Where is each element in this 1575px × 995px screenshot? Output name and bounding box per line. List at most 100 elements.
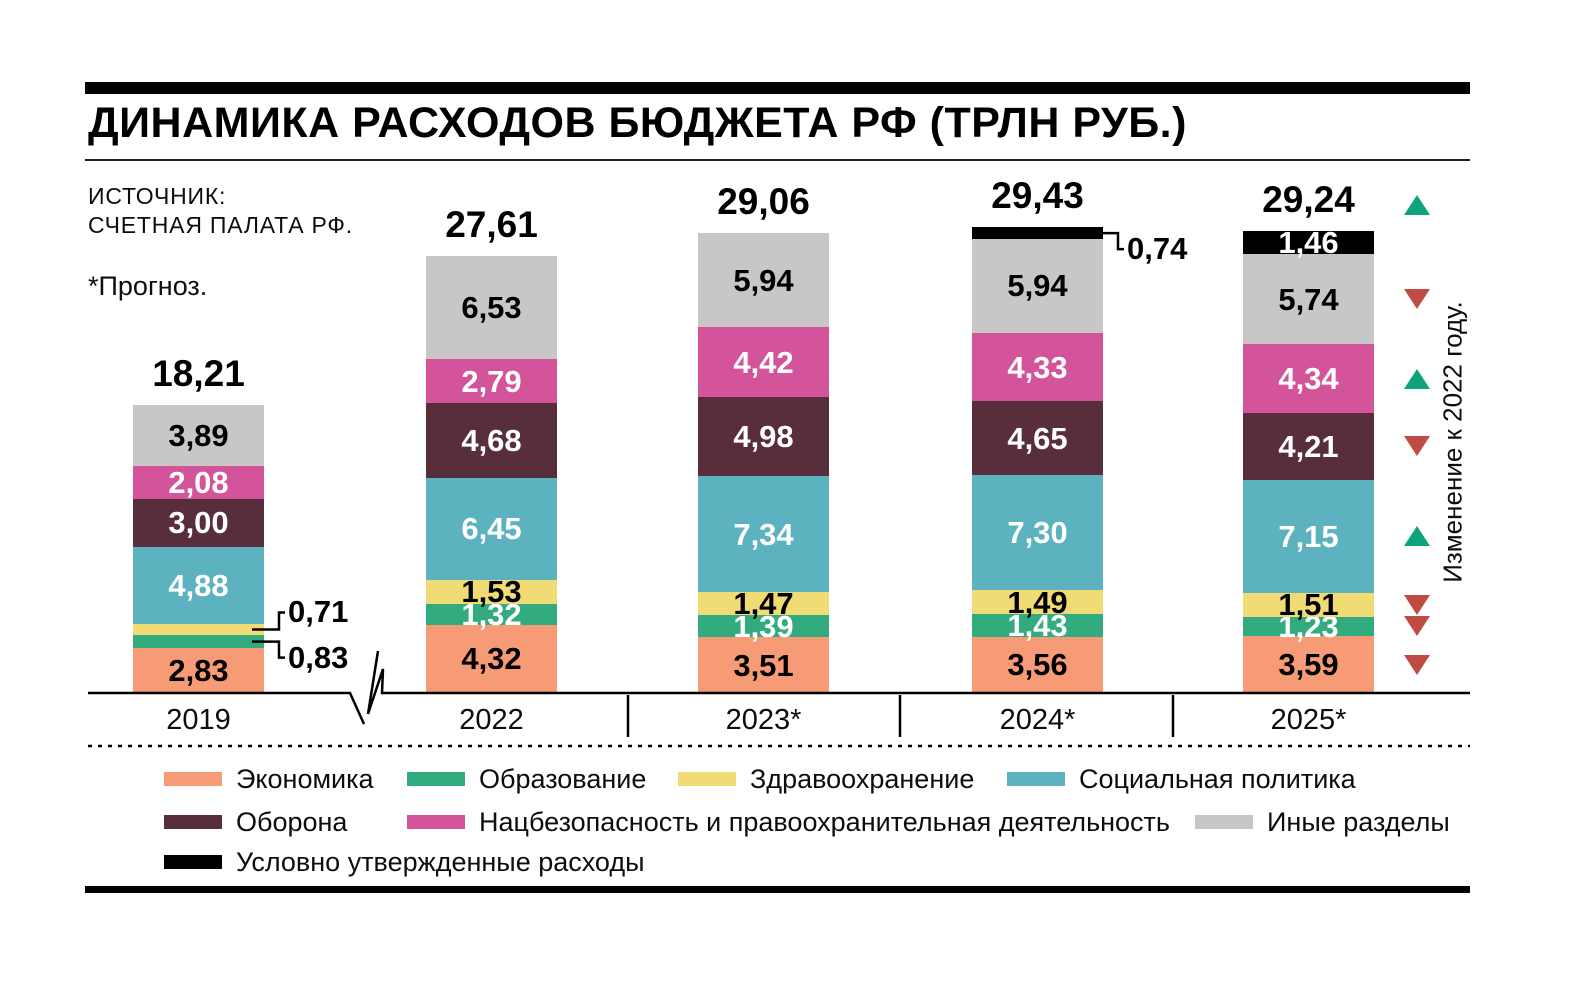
page-title: ДИНАМИКА РАСХОДОВ БЮДЖЕТА РФ (ТРЛН РУБ.) xyxy=(88,99,1187,147)
bar-segment-other: 3,89 xyxy=(133,404,264,467)
source-note: ИСТОЧНИК: СЧЕТНАЯ ПАЛАТА РФ. xyxy=(88,182,353,240)
bar-segment-social: 6,45 xyxy=(426,477,557,580)
bar-segment-health: 1,47 xyxy=(698,588,829,619)
legend-item-health: Здравоохранение xyxy=(678,764,974,794)
segment-value-label: 4,65 xyxy=(1007,420,1068,456)
bar-segment-natsec: 4,42 xyxy=(698,327,829,398)
change-marker-total-up-triangle-icon xyxy=(1404,195,1430,215)
segment-value-label: 2,83 xyxy=(168,653,229,689)
segment-value-label: 2,08 xyxy=(168,465,229,501)
change-marker-social-up-triangle-icon xyxy=(1404,526,1430,547)
segment-value-label: 1,39 xyxy=(733,608,794,644)
bar-segment-education xyxy=(133,635,264,649)
bar-segment-natsec: 4,34 xyxy=(1243,344,1374,414)
legend-label: Оборона xyxy=(236,806,348,837)
callout-value-label: 0,83 xyxy=(288,639,349,675)
segment-value-label: 4,68 xyxy=(461,423,522,458)
segment-value-label: 4,98 xyxy=(733,419,794,455)
legend-label: Нацбезопасность и правоохранительная дея… xyxy=(479,806,1170,837)
bar-segment-defense: 4,21 xyxy=(1243,413,1374,480)
legend-swatch-conditional xyxy=(164,855,222,869)
legend-swatch-social xyxy=(1007,772,1065,786)
forecast-footnote: *Прогноз. xyxy=(88,271,208,301)
legend-item-economy: Экономика xyxy=(164,764,374,794)
legend-label: Экономика xyxy=(236,763,374,794)
segment-value-label: 3,00 xyxy=(168,505,229,541)
segment-value-label: 4,33 xyxy=(1007,349,1068,385)
legend-item-defense: Оборона xyxy=(164,807,347,837)
legend-item-social: Социальная политика xyxy=(1007,764,1356,794)
segment-value-label: 1,53 xyxy=(461,574,522,610)
bar-segment-social: 4,88 xyxy=(133,546,264,624)
callout-value-label: 0,74 xyxy=(1127,231,1188,267)
bar-segment-other: 5,94 xyxy=(972,238,1103,333)
legend-swatch-economy xyxy=(164,772,222,786)
legend-label: Образование xyxy=(479,763,647,794)
bar-total-label: 27,61 xyxy=(445,204,538,246)
segment-value-label: 1,51 xyxy=(1278,587,1339,623)
bar-segment-social: 7,30 xyxy=(972,475,1103,591)
legend-label: Условно утвержденные расходы xyxy=(236,846,645,877)
bar-segment-conditional xyxy=(972,227,1103,239)
bar-total-label: 29,43 xyxy=(991,175,1084,217)
legend-swatch-natsec xyxy=(407,815,465,829)
legend-label: Иные разделы xyxy=(1267,806,1450,837)
bar-segment-social: 7,34 xyxy=(698,476,829,593)
segment-value-label: 6,45 xyxy=(461,511,522,547)
bar-segment-conditional: 1,46 xyxy=(1243,227,1374,258)
segment-value-label: 5,74 xyxy=(1278,281,1339,317)
source-line-1: ИСТОЧНИК: xyxy=(88,183,227,209)
bar-segment-defense: 3,00 xyxy=(133,499,264,547)
bar-segment-defense: 4,98 xyxy=(698,397,829,477)
segment-value-label: 1,46 xyxy=(1278,224,1339,260)
title-underline-rule xyxy=(85,159,1470,161)
bar-segment-education: 1,39 xyxy=(698,611,829,642)
segment-value-label: 1,43 xyxy=(1007,607,1068,643)
segment-value-label: 7,34 xyxy=(733,516,794,552)
change-marker-other-down-triangle-icon xyxy=(1404,289,1430,310)
bar-segment-education: 1,43 xyxy=(972,610,1103,641)
bar-segment-other: 5,74 xyxy=(1243,253,1374,345)
change-marker-natsec-up-triangle-icon xyxy=(1404,368,1430,389)
segment-value-label: 4,34 xyxy=(1278,361,1339,397)
segment-value-label: 1,47 xyxy=(733,586,794,622)
bar-segment-other: 5,94 xyxy=(698,233,829,328)
segment-value-label: 7,15 xyxy=(1278,518,1339,554)
segment-value-label: 4,21 xyxy=(1278,428,1339,464)
bar-segment-natsec: 2,08 xyxy=(133,465,264,501)
segment-value-label: 4,42 xyxy=(733,344,794,380)
segment-value-label: 7,30 xyxy=(1007,515,1068,551)
top-rule xyxy=(85,82,1470,94)
bar-segment-natsec: 4,33 xyxy=(972,332,1103,402)
bar-total-label: 18,21 xyxy=(152,352,245,394)
bar-segment-defense: 4,68 xyxy=(426,403,557,478)
segment-value-label: 2,79 xyxy=(461,363,522,399)
change-marker-defense-down-triangle-icon xyxy=(1404,436,1430,457)
segment-value-label: 5,94 xyxy=(1007,268,1068,304)
bar-segment-other: 6,53 xyxy=(426,256,557,360)
bar-segment-health: 1,51 xyxy=(1243,589,1374,620)
legend-item-natsec: Нацбезопасность и правоохранительная дея… xyxy=(407,807,1170,837)
segment-value-label: 1,49 xyxy=(1007,584,1068,620)
source-line-2: СЧЕТНАЯ ПАЛАТА РФ. xyxy=(88,212,353,238)
segment-value-label: 1,32 xyxy=(461,596,522,632)
legend-label: Социальная политика xyxy=(1079,763,1356,794)
change-marker-education-down-triangle-icon xyxy=(1404,616,1430,637)
bar-segment-health: 1,53 xyxy=(426,576,557,607)
segment-value-label: 4,88 xyxy=(168,567,229,603)
bar-segment-social: 7,15 xyxy=(1243,479,1374,593)
bar-total-label: 29,06 xyxy=(717,181,810,223)
bar-segment-defense: 4,65 xyxy=(972,401,1103,475)
bar-total-label: 29,24 xyxy=(1262,178,1355,220)
callout-value-label: 0,71 xyxy=(288,594,349,630)
legend-swatch-defense xyxy=(164,815,222,829)
bar-segment-natsec: 2,79 xyxy=(426,359,557,404)
legend-swatch-health xyxy=(678,772,736,786)
legend-item-other: Иные разделы xyxy=(1195,807,1450,837)
legend-label: Здравоохранение xyxy=(750,763,975,794)
segment-value-label: 3,89 xyxy=(168,418,229,454)
legend-item-education: Образование xyxy=(407,764,646,794)
segment-value-label: 6,53 xyxy=(461,290,522,326)
